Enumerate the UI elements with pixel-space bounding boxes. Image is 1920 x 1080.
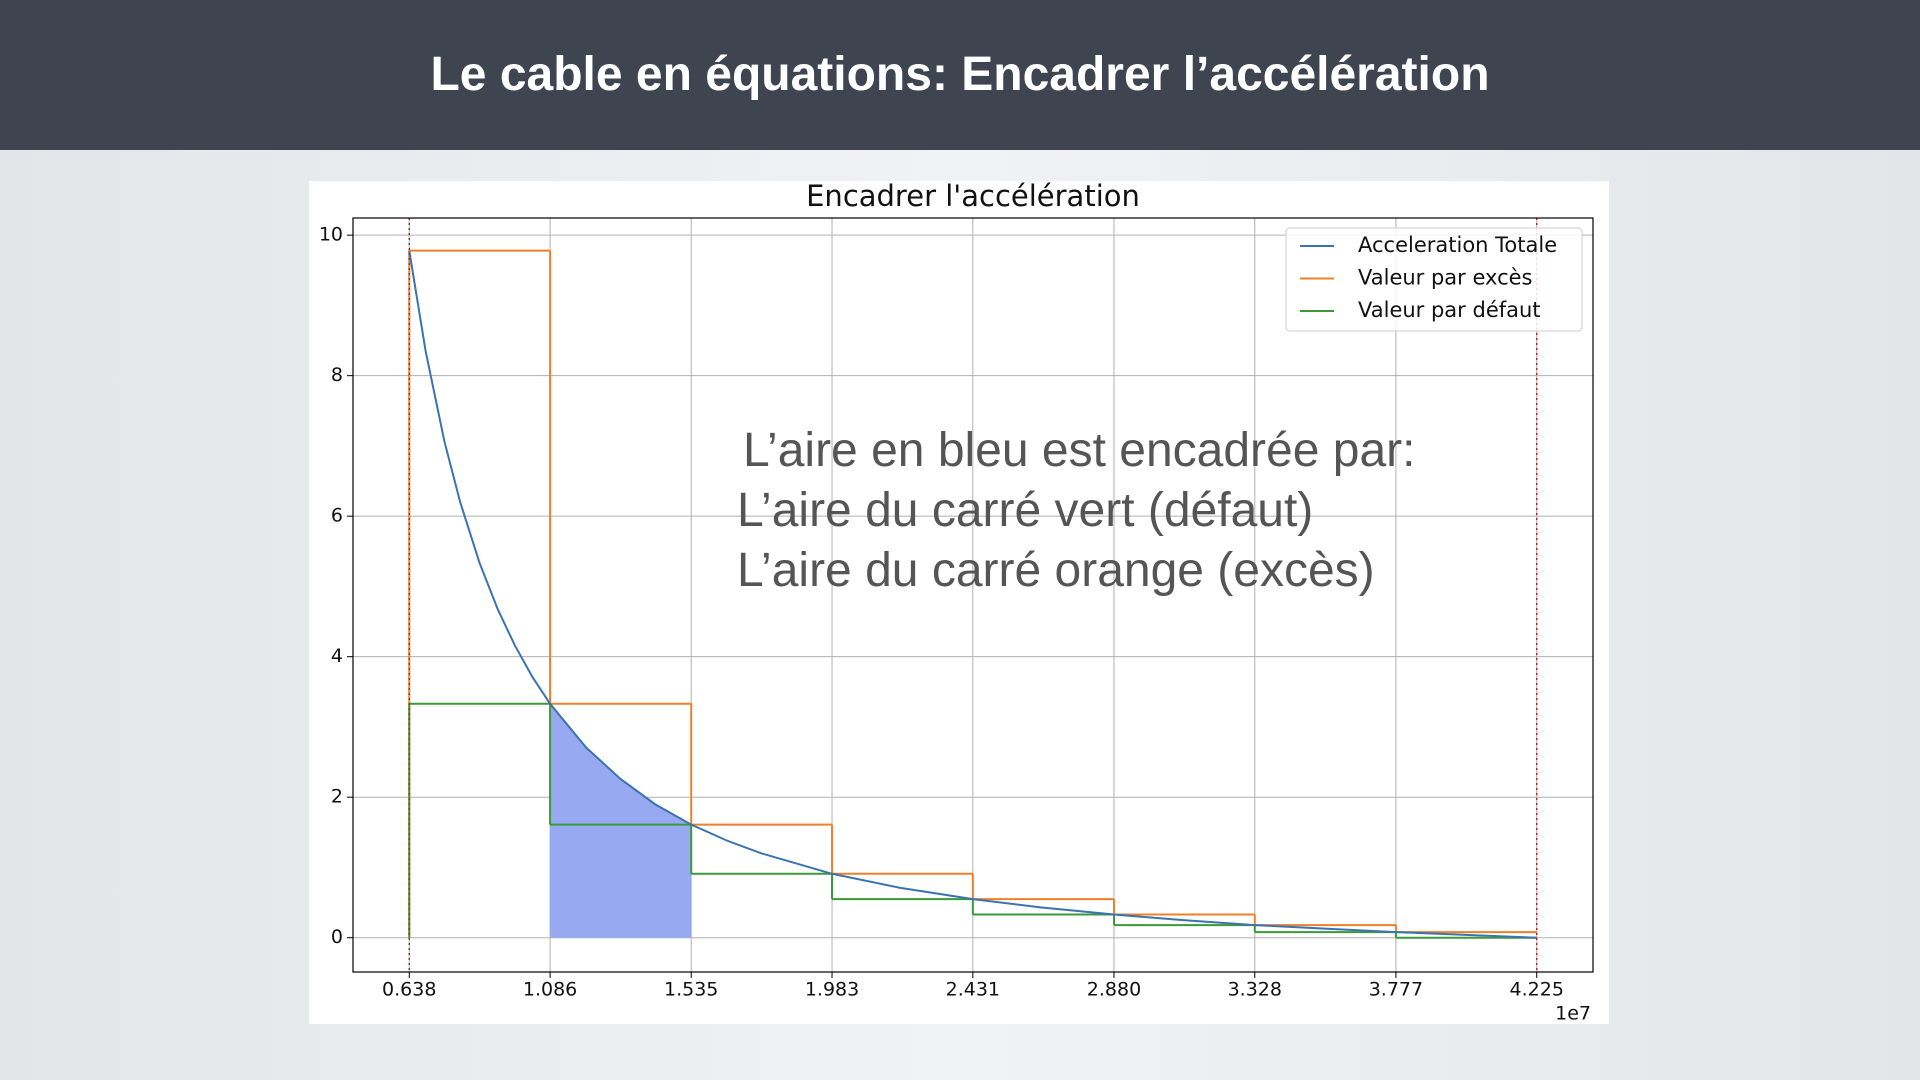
x-tick-label: 4.225 [1510, 979, 1564, 1001]
chart-title: Encadrer l'accélération [806, 179, 1140, 213]
x-tick-label: 3.328 [1228, 979, 1282, 1001]
y-tick-label: 2 [331, 786, 343, 808]
y-tick-label: 8 [331, 364, 343, 386]
x-tick-label: 2.880 [1087, 979, 1141, 1001]
slide-title: Le cable en équations: Encadrer l’accélé… [0, 0, 1920, 150]
x-tick-label: 0.638 [382, 979, 436, 1001]
y-tick-label: 0 [331, 926, 343, 948]
x-tick-label: 1.983 [805, 979, 859, 1001]
y-tick-label: 10 [319, 224, 343, 246]
legend-label: Valeur par excès [1358, 266, 1533, 290]
x-offset-label: 1e7 [1555, 1003, 1591, 1025]
x-tick-label: 1.086 [523, 979, 577, 1001]
x-tick-label: 2.431 [946, 979, 1000, 1001]
legend-label: Acceleration Totale [1358, 233, 1557, 257]
shaded-area [550, 703, 692, 938]
legend [1285, 227, 1583, 332]
x-tick-label: 1.535 [664, 979, 718, 1001]
line [408, 250, 1537, 939]
annotation: L’aire du carré vert (défaut) [737, 484, 1313, 537]
y-tick-label: 4 [331, 645, 343, 667]
x-tick-label: 3.777 [1369, 979, 1423, 1001]
y-tick-label: 6 [331, 505, 343, 527]
annotation: L’aire du carré orange (excès) [737, 544, 1375, 597]
annotation: L’aire en bleu est encadrée par: [743, 424, 1415, 477]
legend-label: Valeur par défaut [1358, 298, 1541, 322]
plot-frame [352, 217, 1594, 973]
